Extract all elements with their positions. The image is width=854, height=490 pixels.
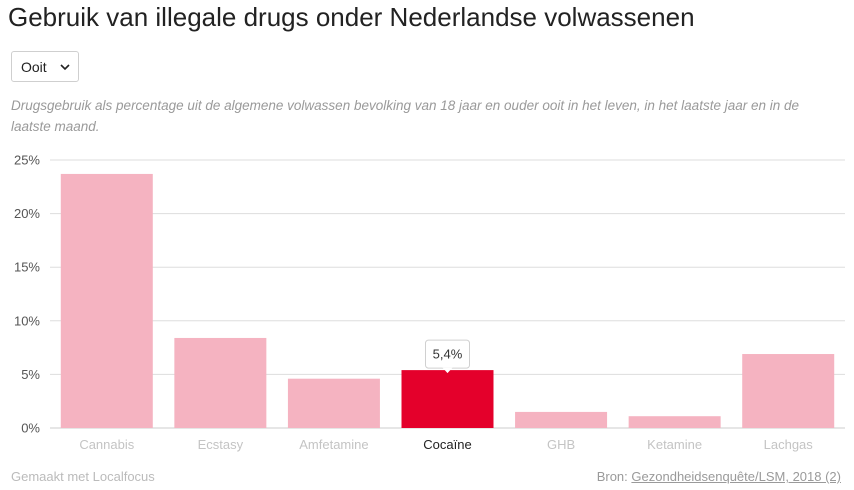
period-dropdown[interactable]: Ooit [11,51,79,82]
x-tick-label: Ketamine [647,437,702,452]
y-tick-label: 25% [14,153,40,168]
y-tick-label: 5% [21,367,40,382]
bar[interactable] [742,354,835,428]
bar[interactable] [287,378,380,428]
source-credit: Bron: Gezondheidsenquête/LSM, 2018 (2) [597,469,841,484]
x-tick-label: Cannabis [79,437,134,452]
dropdown-selected-label: Ooit [21,58,47,75]
y-tick-label: 10% [14,313,40,328]
chart-title: Gebruik van illegale drugs onder Nederla… [8,2,695,32]
x-tick-label: Cocaïne [423,437,471,452]
chart-subtitle: Drugsgebruik als percentage uit de algem… [11,98,800,134]
bar[interactable] [515,411,608,428]
y-tick-label: 0% [21,421,40,436]
x-tick-label: GHB [547,437,575,452]
bar[interactable] [628,416,721,428]
y-tick-label: 20% [14,206,40,221]
bar[interactable] [174,337,267,428]
chevron-down-icon [60,63,70,70]
x-tick-label: Ecstasy [198,437,244,452]
bar[interactable] [401,370,494,428]
tooltip-pointer [442,367,453,374]
y-tick-label: 15% [14,260,40,275]
source-prefix: Bron: [596,469,628,484]
made-with-credit: Gemaakt met Localfocus [11,469,155,484]
bar[interactable] [60,173,153,428]
bar-chart: 0% 5% 10% 15% 20% 25% Cannabis Ecstasy Amfetamin… [14,153,845,452]
x-tick-label: Lachgas [764,437,814,452]
source-link[interactable]: Gezondheidsenquête/LSM, 2018 (2) [631,469,841,484]
tooltip-label: 5,4% [433,347,463,362]
x-tick-label: Amfetamine [299,437,368,452]
